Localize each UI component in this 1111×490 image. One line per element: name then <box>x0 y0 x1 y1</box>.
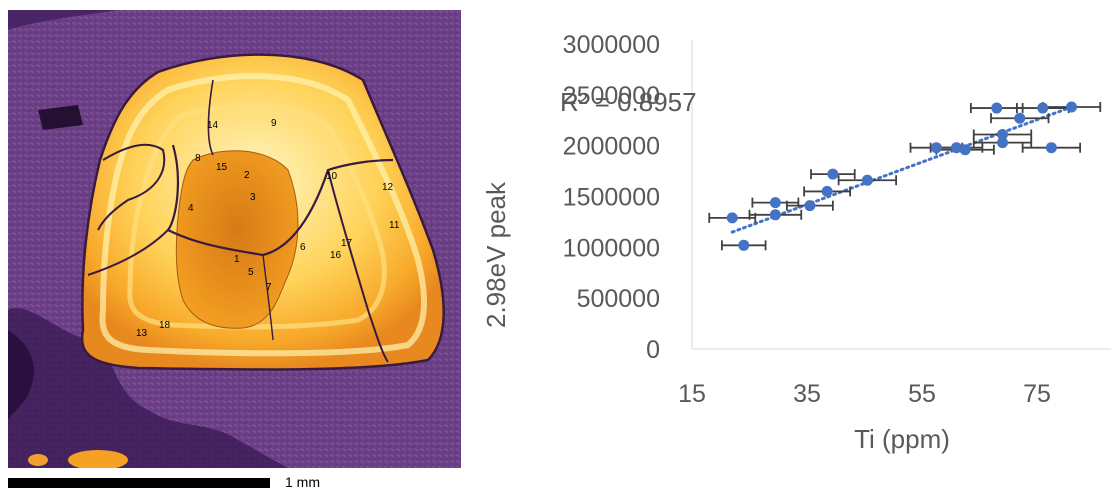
y-tick-label: 500000 <box>577 285 660 313</box>
data-point <box>769 197 781 209</box>
point-label: 11 <box>389 220 400 231</box>
point-label: 17 <box>341 238 353 249</box>
point-label: 12 <box>382 182 394 193</box>
r-squared-annotation: R² = 0.8957 <box>560 87 697 117</box>
data-point <box>726 212 738 224</box>
point-label: 14 <box>207 120 219 131</box>
data-point <box>959 144 971 156</box>
data-point <box>827 168 839 180</box>
y-axis-label: 2.98eV peak <box>481 181 511 328</box>
scale-bar <box>8 478 270 488</box>
point-label: 13 <box>136 328 148 339</box>
grain-core <box>175 150 299 329</box>
scale-bar-label: 1 mm <box>285 474 320 490</box>
y-tick-label: 0 <box>646 336 660 364</box>
y-tick-label: 2500000 <box>563 82 660 110</box>
y-tick-label: 3000000 <box>563 31 660 59</box>
point-label: 2 <box>244 170 250 181</box>
data-point <box>1045 142 1057 154</box>
data-point <box>991 102 1003 114</box>
micrograph-image: 1 2 3 4 5 6 7 8 9 10 11 12 13 14 15 16 1… <box>8 10 461 468</box>
point-label: 9 <box>271 118 277 129</box>
y-tick-label: 2000000 <box>563 133 660 161</box>
data-point <box>997 128 1008 140</box>
point-label: 16 <box>330 250 342 261</box>
data-point <box>738 239 750 251</box>
point-label: 1 <box>234 254 240 265</box>
data-point <box>821 185 833 197</box>
point-label: 4 <box>188 203 194 214</box>
data-point <box>930 142 942 154</box>
point-label: 8 <box>195 153 201 164</box>
x-tick-label: 15 <box>678 380 706 408</box>
scatter-chart: 0 500000 1000000 1500000 2000000 2500000 30000… <box>481 31 1111 454</box>
data-point <box>997 137 1008 149</box>
x-axis-label: Ti (ppm) <box>854 424 950 454</box>
x-tick-label: 75 <box>1023 380 1051 408</box>
data-point <box>861 174 873 186</box>
data-point <box>951 142 962 154</box>
point-label: 3 <box>250 192 256 203</box>
point-label: 5 <box>248 267 254 278</box>
y-tick-label: 1500000 <box>563 184 660 212</box>
x-tick-label: 35 <box>793 380 821 408</box>
data-point <box>769 209 781 221</box>
data-point <box>1066 101 1077 113</box>
trendline <box>730 105 1073 234</box>
point-label: 10 <box>326 171 338 182</box>
point-label: 7 <box>266 282 272 293</box>
data-point <box>1014 112 1026 124</box>
point-label: 6 <box>300 242 306 253</box>
data-point <box>804 200 816 212</box>
data-point <box>1037 102 1049 114</box>
point-label: 18 <box>159 320 171 331</box>
point-label: 15 <box>216 162 228 173</box>
y-tick-label: 1000000 <box>563 234 660 262</box>
x-tick-label: 55 <box>908 380 936 408</box>
